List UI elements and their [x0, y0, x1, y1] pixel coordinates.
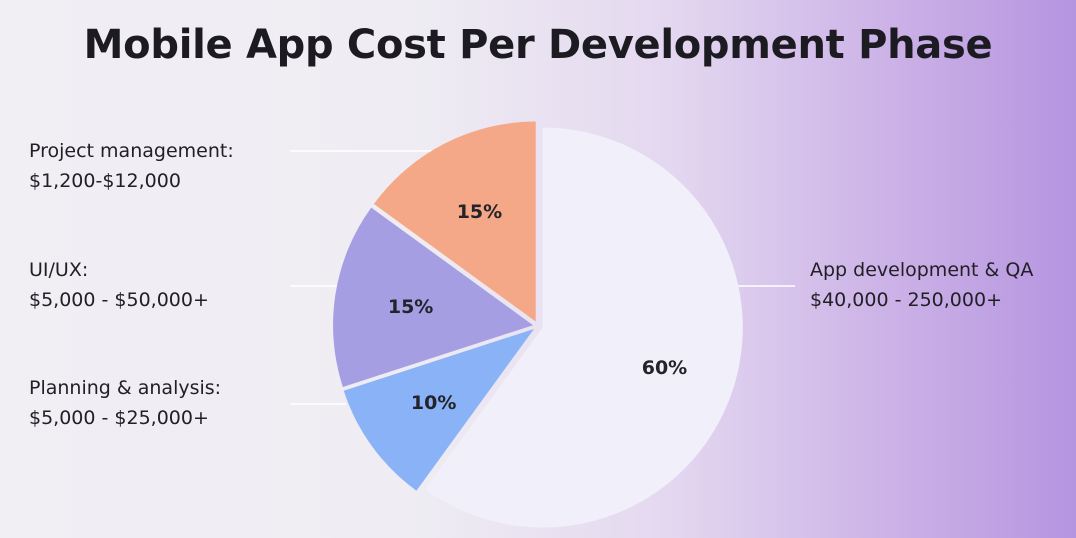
- pie-slice-ui-ux: [333, 207, 534, 388]
- label-project-management-range: $1,200-$12,000: [29, 170, 181, 192]
- label-app-development: App development & QA $40,000 - 250,000+: [810, 255, 1033, 315]
- pie-label-ui-ux: 15%: [388, 296, 433, 318]
- label-ui-ux: UI/UX: $5,000 - $50,000+: [29, 255, 209, 315]
- label-app-development-name: App development & QA: [810, 259, 1034, 281]
- pie-label-app-development-qa: 60%: [642, 357, 687, 379]
- label-ui-ux-range: $5,000 - $50,000+: [29, 289, 209, 311]
- label-project-management-name: Project management:: [29, 140, 234, 162]
- pie-label-planning-analysis: 10%: [411, 392, 456, 414]
- label-planning-analysis-name: Planning & analysis:: [29, 377, 222, 399]
- pie-slice-project-management: [373, 121, 536, 322]
- label-planning-analysis: Planning & analysis: $5,000 - $25,000+: [29, 373, 221, 433]
- label-ui-ux-name: UI/UX:: [29, 259, 89, 281]
- label-app-development-range: $40,000 - 250,000+: [810, 289, 1002, 311]
- label-project-management: Project management: $1,200-$12,000: [29, 136, 234, 196]
- pie-slice-planning-analysis: [343, 328, 534, 491]
- pie-slice-app-development-qa: [425, 127, 743, 528]
- pie-label-project-management: 15%: [457, 201, 502, 223]
- label-planning-analysis-range: $5,000 - $25,000+: [29, 407, 209, 429]
- chart-title: Mobile App Cost Per Development Phase: [83, 22, 993, 68]
